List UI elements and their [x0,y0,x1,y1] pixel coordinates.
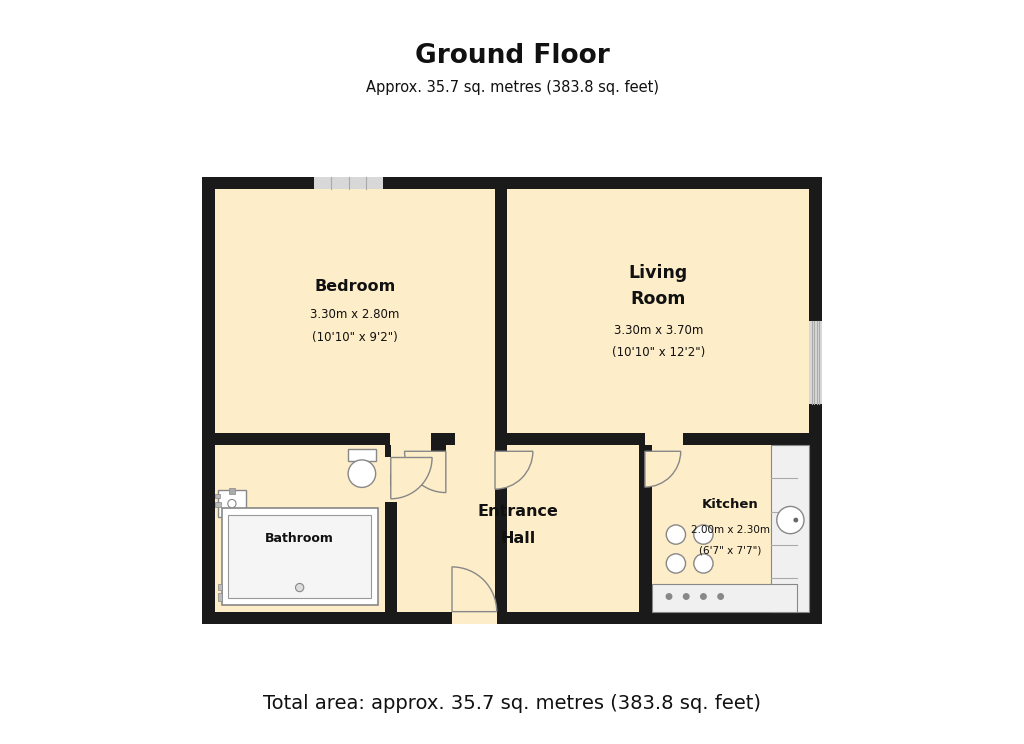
Text: Room: Room [631,289,686,307]
Bar [218,584,222,589]
Circle shape [718,594,723,599]
Text: Hall: Hall [501,531,536,546]
Bar [228,516,371,598]
Circle shape [667,525,685,544]
Bar [390,474,445,487]
Bar [652,584,797,612]
Bar [645,432,683,445]
Bar [215,189,809,612]
Text: Bedroom: Bedroom [314,279,395,295]
Text: 3.30m x 2.80m: 3.30m x 2.80m [310,308,399,321]
Circle shape [667,554,685,573]
Circle shape [694,554,713,573]
Bar [809,321,821,404]
Bar [215,501,221,507]
Text: 3.30m x 3.70m: 3.30m x 3.70m [613,324,703,337]
Text: Ground Floor: Ground Floor [415,43,609,68]
Wedge shape [495,452,532,489]
Bar [385,458,398,502]
Bar [495,189,508,612]
Bar [385,445,397,612]
Bar [452,610,497,624]
Circle shape [296,583,304,591]
Bar [639,433,652,612]
Bar [215,494,219,498]
Bar [218,593,222,601]
Circle shape [700,594,707,599]
Bar [229,489,234,494]
Bar [455,432,495,445]
Circle shape [348,460,376,487]
Text: Approx. 35.7 sq. metres (383.8 sq. feet): Approx. 35.7 sq. metres (383.8 sq. feet) [366,80,658,95]
Circle shape [777,507,804,533]
Bar [218,490,246,517]
Circle shape [667,594,672,599]
Text: (10'10" x 12'2"): (10'10" x 12'2") [611,346,705,359]
Circle shape [683,594,689,599]
Circle shape [794,519,798,522]
Text: Bathroom: Bathroom [265,532,334,545]
Text: 2.00m x 2.30m: 2.00m x 2.30m [691,525,770,535]
Bar [203,176,821,624]
Bar [390,432,431,445]
Wedge shape [391,458,432,498]
Text: (10'10" x 9'2"): (10'10" x 9'2") [312,330,397,344]
Wedge shape [404,452,445,493]
Text: Living: Living [629,264,688,282]
Bar [391,445,431,474]
Bar [314,176,383,189]
Bar [215,433,809,445]
Bar [431,445,445,487]
Circle shape [227,499,236,507]
Bar [348,449,376,461]
Text: Entrance: Entrance [478,504,559,519]
Bar [771,445,809,612]
Text: (6'7" x 7'7"): (6'7" x 7'7") [699,545,762,555]
Wedge shape [452,567,497,612]
Text: Kitchen: Kitchen [702,498,759,511]
Text: Total area: approx. 35.7 sq. metres (383.8 sq. feet): Total area: approx. 35.7 sq. metres (383… [263,693,761,713]
Circle shape [694,525,713,544]
Bar [221,508,378,605]
Wedge shape [645,452,681,487]
